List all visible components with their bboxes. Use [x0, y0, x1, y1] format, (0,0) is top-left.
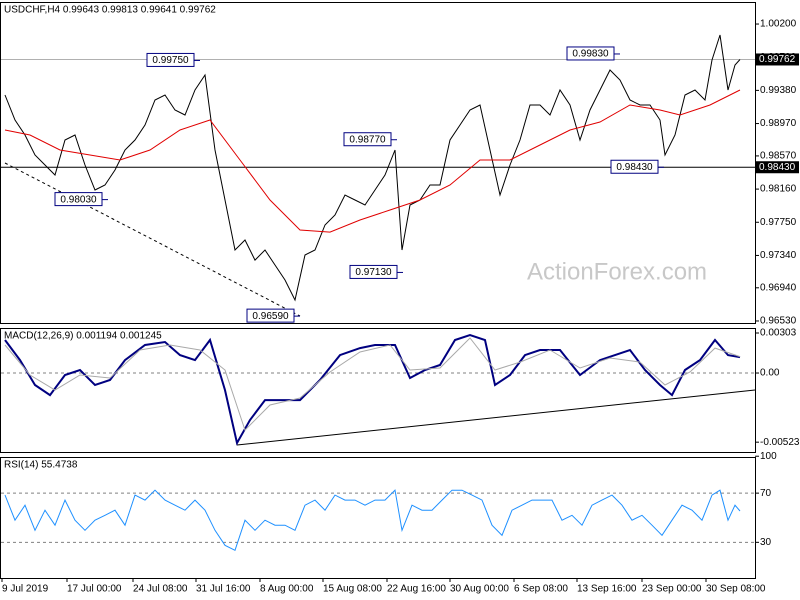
- y-tick-label: 0.99380: [760, 85, 797, 96]
- panel-frame: [0, 457, 756, 579]
- y-tick-label: 0.98160: [760, 184, 797, 195]
- y-tick-label: 0.97750: [760, 217, 797, 228]
- panel-title: USDCHF,H4 0.99643 0.99813 0.99641 0.9976…: [4, 5, 216, 16]
- x-tick-label: 30 Sep 08:00: [706, 584, 766, 595]
- y-tick-label: -0.005236: [760, 437, 800, 448]
- annotation-box: [54, 192, 103, 207]
- annotation-label: 0.99830: [572, 49, 609, 60]
- x-tick-label: 17 Jul 00:00: [67, 584, 122, 595]
- macd-trend-line: [236, 389, 756, 446]
- x-tick-label: 24 Jul 08:00: [133, 584, 188, 595]
- y-tick-label: 0.96530: [760, 316, 797, 327]
- annotation-label: 0.98430: [616, 162, 653, 173]
- x-tick-label: 15 Aug 08:00: [323, 584, 382, 595]
- x-tick-label: 6 Sep 08:00: [514, 584, 568, 595]
- annotation-box: [246, 308, 295, 323]
- y-tick-label: 30: [760, 537, 772, 548]
- y-tick-label: 0.96940: [760, 282, 797, 293]
- y-tick-label: 0.98970: [760, 118, 797, 129]
- x-tick-label: 8 Aug 00:00: [260, 584, 314, 595]
- y-tick-label: 0.98570: [760, 151, 797, 162]
- annotation-box: [566, 46, 615, 61]
- x-tick-label: 9 Jul 2019: [2, 584, 49, 595]
- annotation-box: [343, 132, 392, 147]
- annotation-label: 0.97130: [355, 267, 392, 278]
- y-tick-label: 100: [760, 451, 777, 462]
- annotation-label: 0.99750: [152, 55, 189, 66]
- price-box-label: 0.98430: [759, 162, 796, 173]
- y-tick-label: 0.97340: [760, 250, 797, 261]
- panel-frame: [0, 2, 756, 324]
- y-tick-label: 70: [760, 488, 772, 499]
- annotation-box: [349, 264, 398, 279]
- y-tick-label: 1.00200: [760, 19, 797, 30]
- annotation-label: 0.98030: [60, 194, 97, 205]
- series-line: [4, 89, 741, 233]
- price-box: [756, 161, 799, 174]
- series-line: [4, 333, 741, 446]
- price-box-label: 0.99762: [759, 54, 796, 65]
- x-tick-label: 30 Aug 00:00: [450, 584, 509, 595]
- panel-frame: [0, 328, 756, 453]
- x-tick-label: 23 Sep 00:00: [642, 584, 702, 595]
- series-line: [4, 337, 741, 432]
- annotation-label: 0.96590: [252, 311, 289, 322]
- panel-title: RSI(14) 55.4738: [4, 460, 78, 471]
- series-line: [4, 34, 741, 302]
- watermark: ActionForex.com: [527, 258, 707, 285]
- price-box: [756, 53, 799, 66]
- x-tick-label: 22 Aug 16:00: [387, 584, 446, 595]
- y-tick-label: 0.00: [760, 368, 780, 379]
- x-tick-label: 31 Jul 16:00: [196, 584, 251, 595]
- series-line: [4, 489, 741, 552]
- x-tick-label: 13 Sep 16:00: [577, 584, 637, 595]
- y-tick-label: 0.00303: [760, 328, 797, 339]
- panel-title: MACD(12,26,9) 0.001194 0.001245: [4, 331, 162, 342]
- annotation-box: [146, 52, 195, 67]
- trend-line: [4, 162, 301, 317]
- annotation-label: 0.98770: [349, 134, 386, 145]
- annotation-box: [610, 159, 659, 174]
